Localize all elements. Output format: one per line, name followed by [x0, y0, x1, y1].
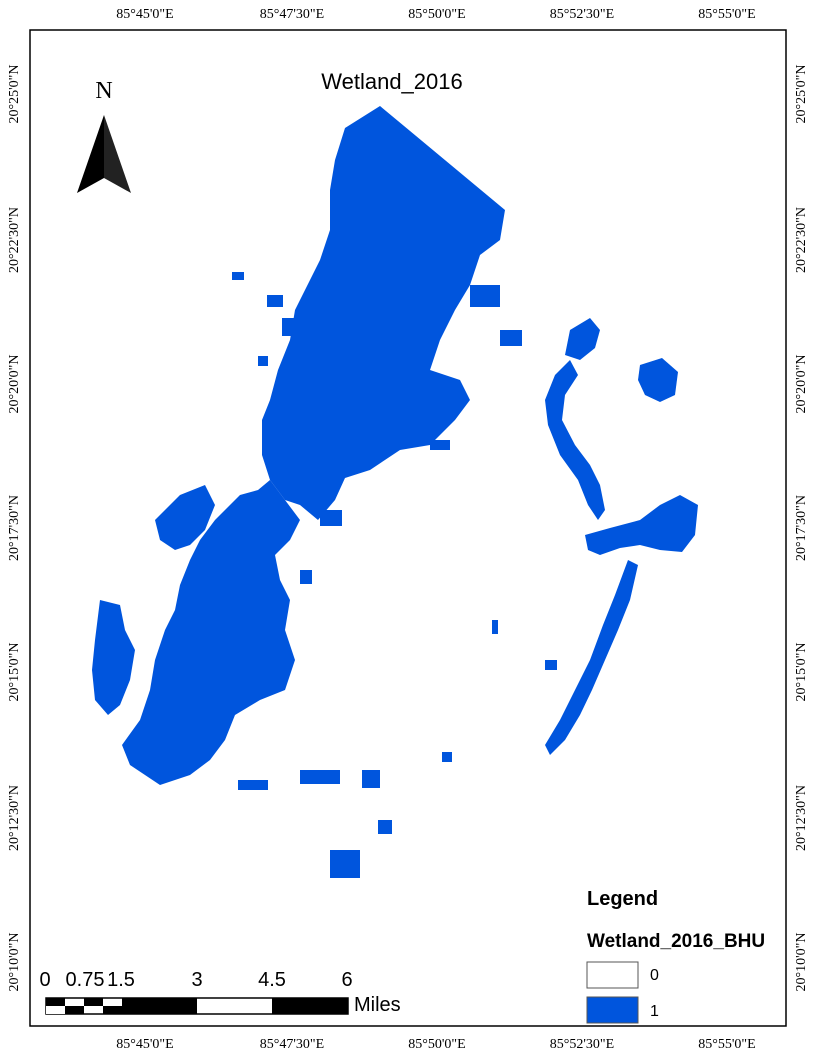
- scale-label: 0: [39, 969, 50, 991]
- wetland-patch: [585, 495, 698, 555]
- right-lat-label: 20°22'30"N: [794, 207, 809, 273]
- wetland-patch: [267, 295, 283, 307]
- top-graticule-labels: 85°45'0"E 85°47'30"E 85°50'0"E 85°52'30"…: [116, 7, 755, 22]
- scale-label: 6: [341, 969, 352, 991]
- wetland-patch: [545, 360, 605, 520]
- right-lat-label: 20°15'0"N: [794, 643, 809, 702]
- bottom-lon-label: 85°50'0"E: [408, 1037, 465, 1052]
- legend-item-label: 0: [650, 967, 659, 984]
- bottom-lon-label: 85°45'0"E: [116, 1037, 173, 1052]
- scale-segment: [65, 1006, 84, 1014]
- wetland-patch: [638, 358, 678, 402]
- top-lon-label: 85°47'30"E: [260, 7, 324, 22]
- right-lat-label: 20°25'0"N: [794, 65, 809, 124]
- top-lon-label: 85°45'0"E: [116, 7, 173, 22]
- legend-item-label: 1: [650, 1003, 659, 1020]
- wetland-patch: [565, 318, 600, 360]
- legend-title: Legend: [587, 888, 658, 910]
- scale-segment: [46, 998, 65, 1006]
- wetland-patch: [232, 272, 244, 280]
- wetland-patch: [155, 485, 215, 550]
- wetland-patch: [330, 850, 360, 878]
- top-lon-label: 85°52'30"E: [550, 7, 614, 22]
- bottom-lon-label: 85°55'0"E: [698, 1037, 755, 1052]
- north-arrow: N: [77, 78, 131, 193]
- wetland-patch: [362, 770, 380, 788]
- top-lon-label: 85°50'0"E: [408, 7, 465, 22]
- left-lat-label: 20°15'0"N: [7, 643, 22, 702]
- wetland-patch: [545, 560, 638, 755]
- wetland-patch: [238, 780, 268, 790]
- wetland-patch: [282, 318, 296, 336]
- left-lat-label: 20°20'0"N: [7, 355, 22, 414]
- scale-label: 3: [191, 969, 202, 991]
- right-graticule-labels: 20°25'0"N 20°22'30"N 20°20'0"N 20°17'30"…: [794, 65, 809, 992]
- scale-label: 1.5: [107, 969, 135, 991]
- wetland-patch: [500, 330, 522, 346]
- wetland-patch: [378, 820, 392, 834]
- left-lat-label: 20°17'30"N: [7, 495, 22, 561]
- scale-segment: [272, 998, 348, 1014]
- legend-swatch-0: [586, 961, 639, 989]
- top-lon-label: 85°55'0"E: [698, 7, 755, 22]
- scale-label: 0.75: [66, 969, 105, 991]
- right-lat-label: 20°10'0"N: [794, 933, 809, 992]
- wetland-patch: [122, 480, 300, 785]
- legend-layer-name: Wetland_2016_BHU: [587, 931, 765, 952]
- left-lat-label: 20°25'0"N: [7, 65, 22, 124]
- wetland-patch: [320, 510, 342, 526]
- scale-segment: [46, 1006, 65, 1014]
- wetland-patch: [262, 106, 505, 520]
- legend: Legend Wetland_2016_BHU 0 1: [586, 888, 765, 1024]
- wetland-layer: [92, 106, 698, 878]
- right-lat-label: 20°17'30"N: [794, 495, 809, 561]
- right-lat-label: 20°20'0"N: [794, 355, 809, 414]
- north-label: N: [95, 78, 112, 104]
- north-arrow-icon: [77, 115, 131, 193]
- bottom-lon-label: 85°52'30"E: [550, 1037, 614, 1052]
- left-lat-label: 20°10'0"N: [7, 933, 22, 992]
- bottom-graticule-labels: 85°45'0"E 85°47'30"E 85°50'0"E 85°52'30"…: [116, 1037, 755, 1052]
- wetland-patch: [442, 752, 452, 762]
- left-lat-label: 20°22'30"N: [7, 207, 22, 273]
- bottom-lon-label: 85°47'30"E: [260, 1037, 324, 1052]
- legend-swatch-1: [586, 996, 639, 1024]
- scale-unit: Miles: [354, 994, 401, 1016]
- left-graticule-labels: 20°25'0"N 20°22'30"N 20°20'0"N 20°17'30"…: [7, 65, 22, 992]
- right-lat-label: 20°12'30"N: [794, 785, 809, 851]
- wetland-patch: [430, 440, 450, 450]
- scale-segment: [84, 998, 103, 1006]
- wetland-patch: [92, 600, 135, 715]
- wetland-patch: [300, 770, 340, 784]
- scale-bar: 0 0.75 1.5 3 4.5 6 Miles: [39, 969, 400, 1016]
- scale-label: 4.5: [258, 969, 286, 991]
- wetland-patch: [300, 570, 312, 584]
- map-title: Wetland_2016: [321, 69, 463, 94]
- scale-segment: [122, 998, 197, 1014]
- wetland-patch: [492, 620, 498, 634]
- wetland-patch: [470, 285, 500, 307]
- left-lat-label: 20°12'30"N: [7, 785, 22, 851]
- wetland-patch: [545, 660, 557, 670]
- scale-segment: [103, 1006, 122, 1014]
- wetland-patch: [258, 356, 268, 366]
